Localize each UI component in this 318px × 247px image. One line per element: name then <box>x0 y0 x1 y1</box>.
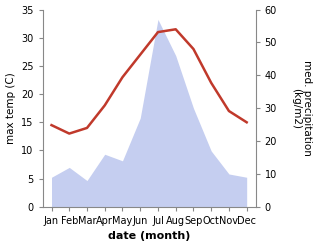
X-axis label: date (month): date (month) <box>108 231 190 242</box>
Y-axis label: med. precipitation
(kg/m2): med. precipitation (kg/m2) <box>291 60 313 156</box>
Y-axis label: max temp (C): max temp (C) <box>5 72 16 144</box>
